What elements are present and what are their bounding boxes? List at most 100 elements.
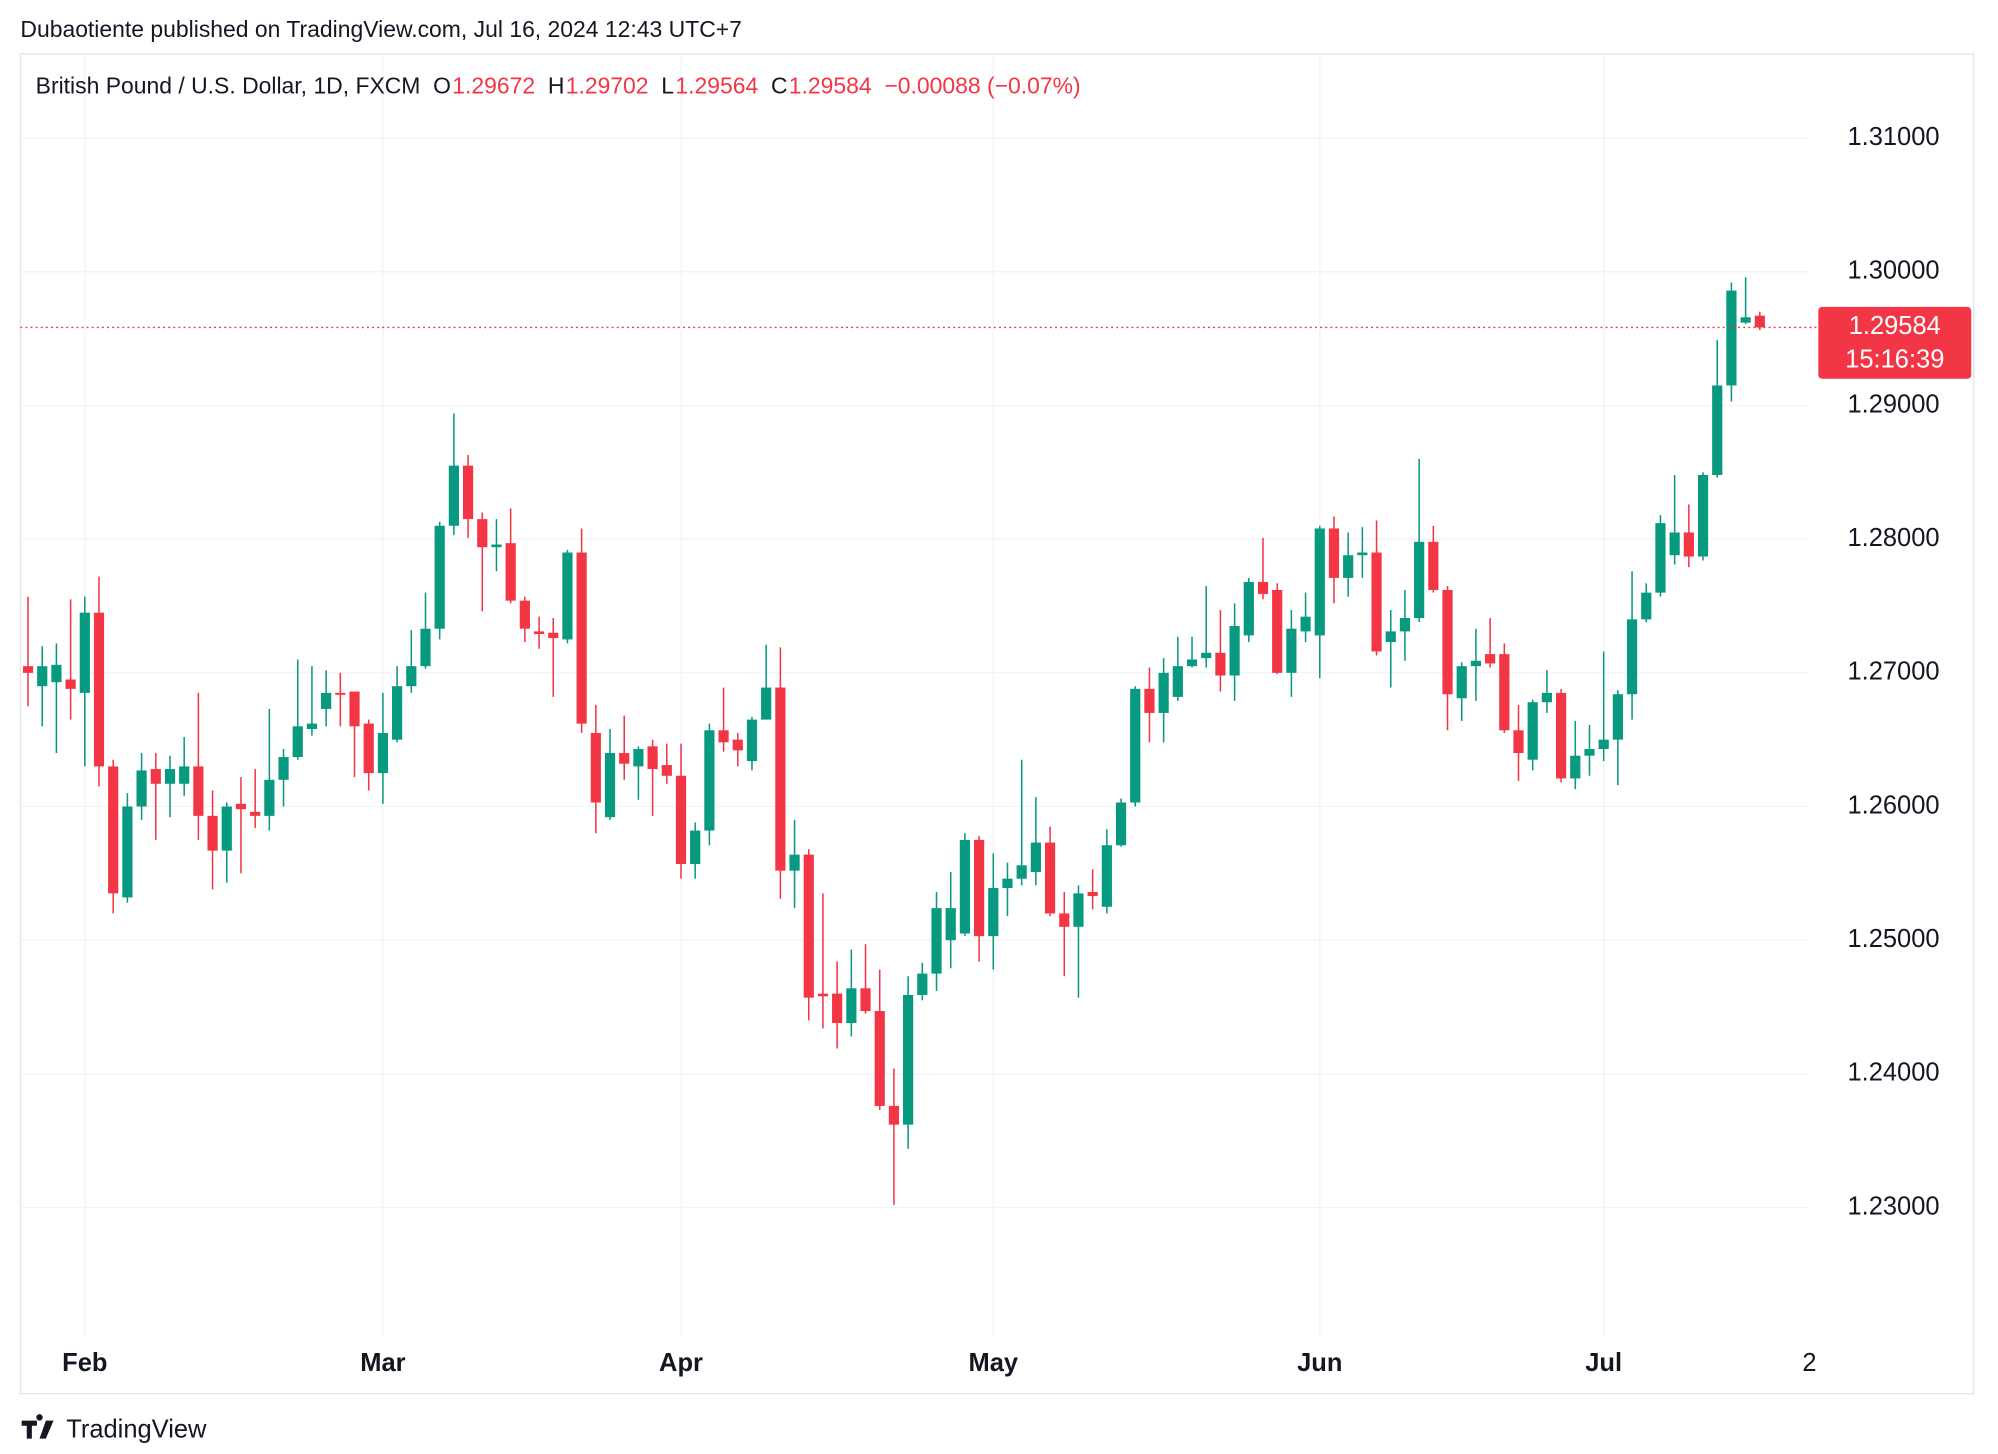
x-tick-label: Mar <box>360 1349 405 1377</box>
candle-body <box>846 988 857 1024</box>
symbol-title: British Pound / U.S. Dollar, 1D, FXCM <box>36 72 421 98</box>
candle-body <box>1456 666 1467 699</box>
candle-body <box>690 830 701 864</box>
candle-body <box>817 993 829 997</box>
candle-body <box>221 806 232 851</box>
candle-body <box>746 719 758 762</box>
candle-body <box>1243 581 1254 636</box>
candle-body <box>1626 619 1638 695</box>
candle-body <box>136 770 147 807</box>
candle-body <box>1740 317 1751 323</box>
candle-body <box>1712 385 1723 476</box>
candle-body <box>1499 654 1510 731</box>
candle-body <box>491 544 502 548</box>
candle-body <box>1541 692 1552 703</box>
candle-body <box>1030 842 1041 872</box>
candles <box>22 277 1765 1205</box>
candle-body <box>675 775 687 864</box>
candle-body <box>1726 290 1737 386</box>
candle-body <box>193 766 204 816</box>
candle-body <box>264 779 275 816</box>
candle-body <box>1414 541 1425 619</box>
candle-body <box>832 993 843 1024</box>
last-price-box <box>1818 306 1972 379</box>
candle-body <box>1513 730 1524 754</box>
x-tick-label: May <box>969 1349 1019 1377</box>
change: −0.00088 (−0.07%) <box>884 72 1080 98</box>
candle-body <box>519 600 530 629</box>
y-tick-label: 1.27000 <box>1847 658 1939 686</box>
candle-body <box>1215 652 1226 676</box>
candle-body <box>1442 589 1453 695</box>
candle-body <box>1399 618 1411 632</box>
ohlc-value: 1.29702 <box>566 72 649 98</box>
y-tick-label: 1.25000 <box>1847 925 1939 953</box>
candle-body <box>1158 672 1169 713</box>
y-tick-label: 1.24000 <box>1847 1059 1939 1087</box>
candle-body <box>306 723 318 729</box>
candle-body <box>661 765 672 776</box>
candle-body <box>917 973 928 995</box>
candle-body <box>292 726 303 758</box>
x-tick-label: Jun <box>1297 1349 1342 1377</box>
candle-body <box>732 739 743 751</box>
candle-body <box>1002 878 1013 889</box>
candle-body <box>548 632 559 639</box>
candle-body <box>1357 552 1368 556</box>
chart-frame <box>19 53 1975 1395</box>
candle-body <box>65 679 76 689</box>
candle-body <box>1229 626 1240 676</box>
ohlc-label: L <box>661 72 674 98</box>
candle-body <box>1257 581 1269 594</box>
x-tick-label: Feb <box>62 1349 107 1377</box>
candle-body <box>1328 528 1340 578</box>
candle-body <box>1555 692 1567 779</box>
logo-shape <box>21 1414 54 1439</box>
last-price-label: 1.29584 <box>1849 312 1941 340</box>
candle-body <box>931 908 942 974</box>
candle-body <box>377 732 389 774</box>
candle-body <box>250 811 261 816</box>
candle-body <box>1201 652 1212 659</box>
candle-body <box>604 753 616 818</box>
candle-body <box>973 839 985 937</box>
candle-body <box>1272 589 1283 673</box>
candle-body <box>420 628 431 667</box>
candle-body <box>505 543 516 601</box>
ohlc-label: H <box>548 72 565 98</box>
candle-body <box>959 839 970 934</box>
candle-body <box>477 519 488 548</box>
candle-body <box>1130 688 1141 803</box>
candle-body <box>462 465 474 520</box>
candle-body <box>590 732 601 803</box>
brand-logo <box>21 1414 54 1439</box>
candle-body <box>1115 802 1127 846</box>
candle-body <box>1300 616 1311 632</box>
candle-body <box>1584 749 1595 756</box>
y-tick-label: 1.26000 <box>1847 791 1939 819</box>
candle-body <box>392 686 403 740</box>
candle-body <box>37 666 48 687</box>
candle-body <box>363 723 374 774</box>
candle-body <box>945 908 956 941</box>
candle-body <box>434 525 445 629</box>
candle-body <box>874 1011 885 1106</box>
ohlc-value: 1.29564 <box>675 72 758 98</box>
candle-body <box>93 612 105 767</box>
candle-body <box>179 766 190 784</box>
candle-body <box>761 687 772 720</box>
candle-body <box>1087 892 1098 897</box>
candle-body <box>789 854 800 871</box>
countdown: 15:16:39 <box>1845 346 1944 374</box>
y-tick-label: 1.31000 <box>1847 123 1939 151</box>
x-tick-label: Jul <box>1585 1349 1622 1377</box>
candle-body <box>775 687 786 871</box>
y-tick-label: 1.29000 <box>1847 390 1939 418</box>
candle-body <box>1186 659 1198 667</box>
candle-body <box>1059 913 1070 927</box>
candle-body <box>1697 475 1709 557</box>
candle-body <box>562 552 573 640</box>
brand: TradingView <box>66 1416 207 1444</box>
